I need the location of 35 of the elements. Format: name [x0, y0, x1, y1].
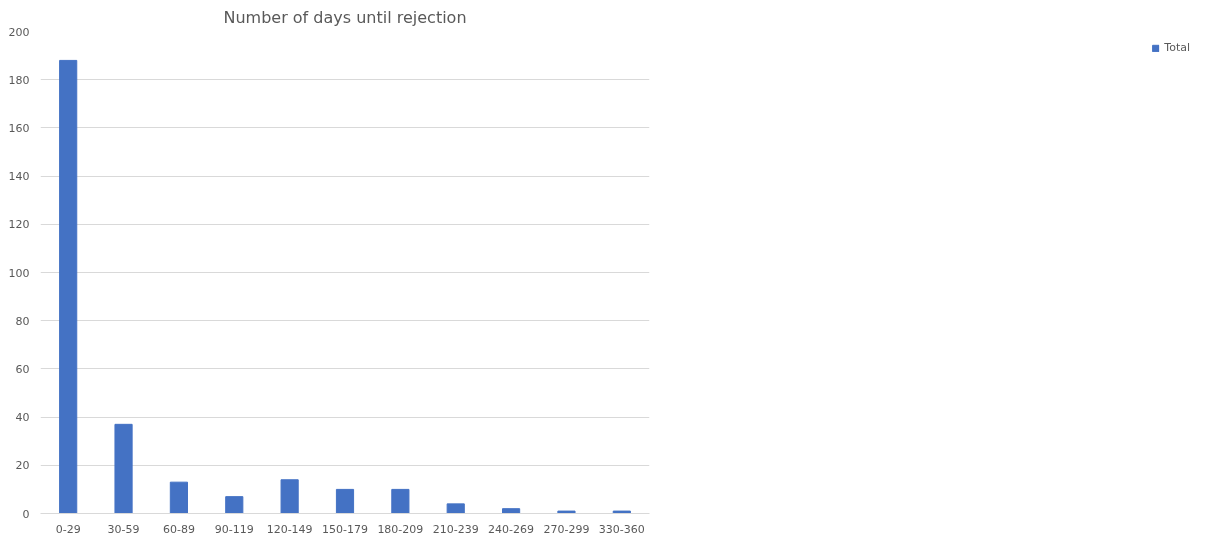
bar	[225, 496, 244, 514]
x-tick-label: 30-59	[107, 522, 140, 536]
x-tick-label: 60-89	[162, 522, 195, 536]
y-tick-label: 0	[22, 507, 30, 521]
bar	[335, 488, 355, 514]
y-tick-label: 100	[8, 266, 30, 280]
legend-label: Total	[1164, 41, 1190, 54]
x-tick-label: 180-209	[377, 522, 424, 536]
bar	[114, 423, 133, 514]
y-tick-label: 60	[15, 362, 30, 376]
x-tick-label: 150-179	[322, 522, 368, 536]
bar	[280, 479, 299, 514]
bar	[59, 59, 78, 514]
x-tick-label: 0-29	[55, 522, 81, 536]
y-tick-label: 200	[8, 25, 30, 39]
y-tick-label: 40	[15, 411, 30, 425]
y-tick-label: 80	[15, 314, 30, 328]
bar	[502, 508, 521, 514]
y-tick-label: 180	[8, 73, 30, 87]
bar	[446, 503, 465, 514]
bar	[391, 488, 410, 514]
bar	[557, 510, 576, 514]
y-tick-label: 140	[8, 170, 30, 184]
x-tick-label: 90-119	[214, 522, 254, 536]
x-tick-label: 120-149	[266, 522, 313, 536]
x-tick-label: 330-360	[598, 522, 645, 536]
x-tick-label: 240-269	[488, 522, 535, 536]
x-tick-label: 270-299	[543, 522, 590, 536]
y-tick-label: 20	[15, 459, 30, 473]
y-tick-label: 120	[8, 218, 30, 232]
chart-title: Number of days until rejection	[223, 7, 467, 27]
y-tick-label: 160	[8, 121, 30, 135]
x-tick-label: 210-239	[432, 522, 479, 536]
bar	[169, 481, 188, 514]
bar	[612, 510, 631, 514]
